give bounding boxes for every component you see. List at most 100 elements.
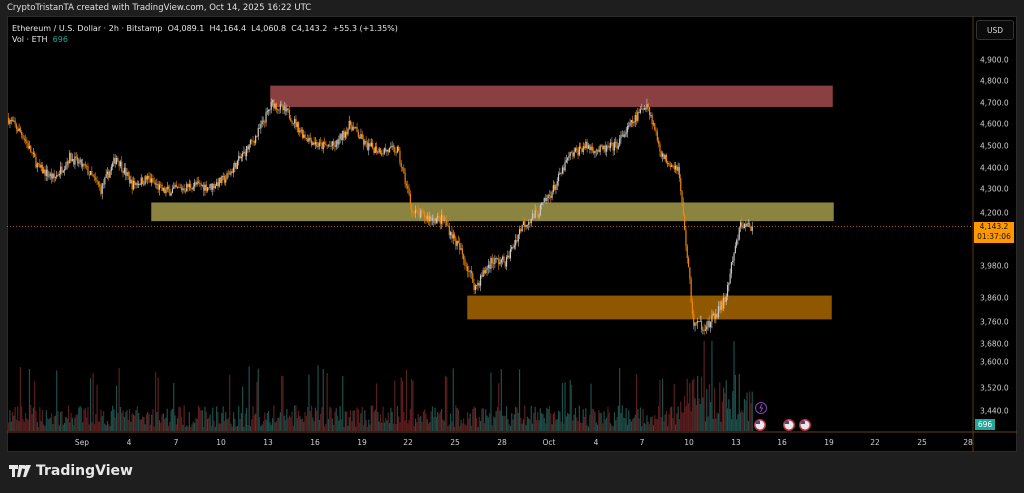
candle-body: [604, 145, 606, 152]
volume-bar: [473, 406, 475, 431]
candle-body: [327, 145, 330, 147]
volume-bar: [703, 341, 705, 431]
candle-body: [253, 141, 255, 144]
candle-body: [221, 176, 223, 183]
candle-body: [346, 132, 348, 135]
candle-body: [304, 134, 306, 139]
volume-bar: [299, 416, 301, 431]
candle-body: [516, 240, 518, 242]
candle-body: [455, 238, 457, 246]
volume-bar: [53, 416, 55, 431]
tradingview-logo[interactable]: TradingView: [9, 463, 133, 479]
candle-body: [8, 117, 10, 124]
candle-body: [643, 107, 645, 110]
tradingview-logo-icon: [9, 465, 31, 477]
volume-label[interactable]: Vol · ETH: [12, 35, 48, 44]
candle-body: [552, 185, 554, 192]
candle-body: [599, 145, 601, 153]
volume-bar: [590, 383, 592, 431]
candle-body: [414, 210, 417, 214]
volume-bar: [63, 422, 66, 431]
volume-bar: [342, 376, 344, 431]
volume-bar: [112, 405, 114, 431]
candle-body: [374, 146, 376, 153]
volume-bar: [188, 411, 190, 431]
candle-body: [672, 165, 674, 167]
candle-body: [706, 326, 708, 330]
volume-bar: [134, 415, 136, 431]
volume-bar: [106, 420, 109, 431]
candle-body: [303, 134, 305, 138]
candle-body: [213, 183, 215, 189]
volume-bar: [23, 421, 25, 431]
volume-bar: [729, 409, 731, 431]
volume-bar: [450, 413, 452, 431]
candle-body: [170, 193, 172, 196]
volume-bar: [247, 424, 249, 431]
candle-body: [135, 183, 137, 185]
volume-bar: [573, 414, 575, 431]
volume-bar: [277, 417, 279, 431]
candle-body: [684, 214, 686, 231]
symbol-name[interactable]: Ethereum / U.S. Dollar · 2h · Bitstamp: [12, 24, 163, 33]
candle-body: [61, 166, 63, 173]
candle-body: [288, 110, 291, 119]
candle-body: [690, 278, 692, 302]
candle-body: [416, 210, 418, 212]
volume-bar: [167, 425, 170, 431]
volume-bar: [355, 426, 357, 431]
volume-bar: [295, 405, 297, 431]
candle-body: [409, 194, 411, 204]
volume-bar: [672, 418, 674, 431]
volume-bar: [27, 419, 29, 431]
volume-bar: [407, 423, 409, 431]
candle-body: [739, 222, 742, 228]
volume-bar: [273, 405, 275, 431]
candle-body: [726, 285, 729, 297]
volume-bar: [312, 417, 314, 431]
candle-body: [287, 108, 289, 111]
volume-bar: [195, 418, 197, 431]
candle-body: [589, 145, 591, 150]
candle-body: [743, 223, 746, 229]
candle-body: [48, 175, 50, 177]
candle-body: [147, 175, 149, 180]
volume-bar: [650, 417, 652, 431]
candle-body: [47, 169, 49, 177]
volume-bar: [135, 410, 137, 431]
volume-bar: [212, 407, 214, 431]
volume-bar: [360, 413, 362, 431]
volume-bar: [123, 416, 125, 431]
candle-body: [265, 112, 267, 123]
volume-bar: [664, 414, 666, 431]
candle-body: [504, 262, 506, 267]
us-economic-event-icon-canton: [801, 421, 805, 424]
candle-body: [240, 156, 242, 159]
volume-bar: [235, 426, 237, 431]
candle-body: [275, 103, 278, 110]
candle-body: [218, 177, 220, 187]
volume-bar: [78, 407, 80, 431]
volume-bar: [83, 409, 85, 431]
candle-body: [736, 240, 738, 246]
volume-bar: [330, 408, 332, 431]
volume-bar: [654, 415, 656, 431]
volume-bar: [671, 406, 673, 431]
candle-body: [698, 321, 700, 322]
candle-body: [489, 264, 491, 269]
volume-bar: [338, 420, 340, 431]
volume-bar: [422, 411, 424, 431]
candle-body: [117, 158, 119, 161]
volume-bar: [533, 412, 535, 431]
candle-body: [92, 174, 94, 177]
volume-bar: [578, 405, 580, 431]
candle-body: [630, 120, 632, 123]
volume-bar: [157, 377, 159, 431]
candle-body: [399, 150, 401, 164]
volume-bar: [401, 380, 404, 431]
volume-bar: [100, 409, 102, 431]
currency-button[interactable]: USD: [976, 20, 1014, 40]
candle-body: [269, 109, 271, 111]
volume-bar: [494, 417, 496, 431]
